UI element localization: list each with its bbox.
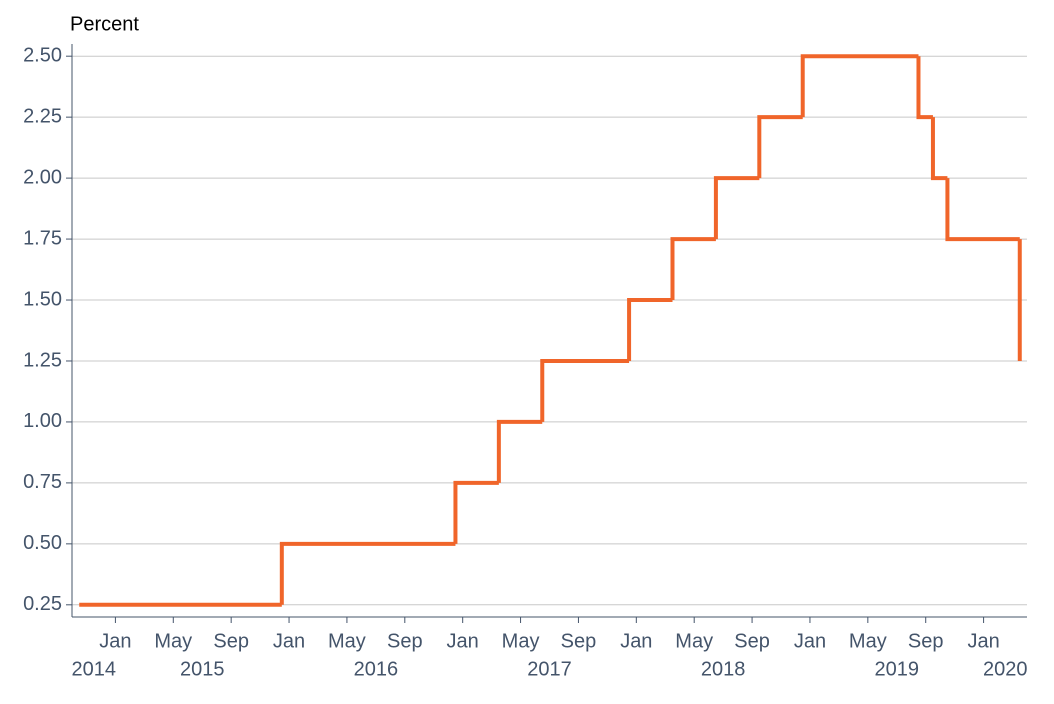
step-segment <box>713 176 760 240</box>
y-tick-label: 1.00 <box>23 410 62 432</box>
x-tick-label: Sep <box>908 630 944 652</box>
x-year-label: 2015 <box>180 658 225 680</box>
y-tick-label: 0.25 <box>23 593 62 615</box>
x-tick-label: Jan <box>447 630 479 652</box>
x-year-label: 2017 <box>527 658 572 680</box>
step-segment <box>945 178 1020 242</box>
x-year-label: 2016 <box>354 658 399 680</box>
step-segment <box>930 117 948 181</box>
x-year-label: 2020 <box>983 658 1028 680</box>
y-tick-label: 0.50 <box>23 532 62 554</box>
x-tick-label: Sep <box>387 630 423 652</box>
step-segment <box>496 419 543 483</box>
step-segment <box>916 56 933 120</box>
step-segment <box>279 541 456 605</box>
y-tick-label: 2.50 <box>23 44 62 66</box>
x-tick-label: Sep <box>561 630 597 652</box>
y-axis-label: Percent <box>70 13 139 35</box>
step-segment <box>800 54 919 118</box>
x-tick-label: May <box>328 630 366 652</box>
y-tick-label: 1.50 <box>23 288 62 310</box>
step-segment <box>540 358 630 422</box>
step-segment <box>670 237 716 301</box>
x-tick-label: Jan <box>794 630 826 652</box>
x-tick-label: Jan <box>620 630 652 652</box>
y-tick-label: 2.00 <box>23 166 62 188</box>
step-segment <box>757 115 803 179</box>
x-tick-label: May <box>849 630 887 652</box>
y-tick-label: 2.25 <box>23 105 62 127</box>
x-tick-label: May <box>502 630 540 652</box>
x-tick-label: Jan <box>99 630 131 652</box>
step-segment <box>453 480 499 544</box>
y-tick-label: 0.75 <box>23 471 62 493</box>
x-year-label: 2019 <box>875 658 920 680</box>
x-year-label: 2018 <box>701 658 746 680</box>
x-tick-label: Sep <box>734 630 770 652</box>
x-tick-label: May <box>675 630 713 652</box>
step-segment <box>627 298 673 361</box>
x-tick-label: Jan <box>273 630 305 652</box>
y-tick-label: 1.75 <box>23 227 62 249</box>
x-tick-label: Sep <box>213 630 249 652</box>
x-tick-label: Jan <box>967 630 999 652</box>
y-tick-label: 1.25 <box>23 349 62 371</box>
x-year-label: 2014 <box>71 658 116 680</box>
x-tick-label: May <box>154 630 192 652</box>
